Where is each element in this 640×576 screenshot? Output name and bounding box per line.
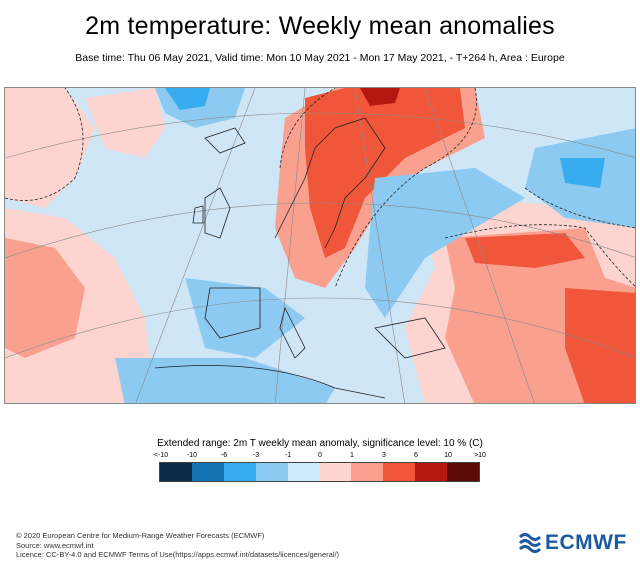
legend-tick: 10 — [444, 452, 452, 459]
graticule-line — [424, 88, 535, 403]
coastline-britain — [204, 187, 231, 239]
ecmwf-logo: ECMWF — [517, 531, 627, 555]
map-coastlines — [154, 117, 446, 399]
legend-tick: 3 — [382, 452, 386, 459]
legend-color-swatch — [383, 463, 416, 481]
legend-color-swatch — [319, 463, 352, 481]
coastline-black-sea — [374, 317, 446, 359]
graticule-line — [354, 88, 405, 403]
graticule-line — [5, 112, 635, 159]
legend-tick: <-10 — [153, 452, 169, 459]
anomaly-area-siberia-colder — [560, 158, 605, 188]
legend-ticks: <-10 -10 -6 -3 -1 0 1 3 6 10 >10 — [150, 452, 490, 462]
source-text: Source: www.ecmwf.int — [16, 540, 94, 550]
graticule-line — [135, 88, 256, 403]
legend-color-swatch — [255, 463, 288, 481]
legend-color-swatch — [415, 463, 448, 481]
anomaly-area-eastern-europe-cold — [365, 168, 525, 318]
copyright-text: © 2020 European Centre for Medium-Range … — [16, 531, 265, 540]
coastline-italy — [279, 306, 306, 359]
legend-color-swatch — [447, 463, 480, 481]
legend-tick: 6 — [414, 452, 418, 459]
significance-contour — [5, 88, 84, 201]
ecmwf-logo-text: ECMWF — [545, 531, 627, 554]
anomaly-area-iceland-colder — [165, 88, 210, 110]
legend-tick: -3 — [252, 452, 260, 459]
legend-color-swatch — [287, 463, 320, 481]
coastline-iceland — [204, 127, 246, 154]
legend-color-swatch — [223, 463, 256, 481]
anomaly-area-mediterranean-cold — [185, 278, 305, 358]
legend-title: Extended range: 2m T weekly mean anomaly… — [157, 438, 483, 449]
significance-contour — [444, 224, 635, 287]
legend-tick: -1 — [284, 452, 292, 459]
anomaly-area-atlantic-warm — [5, 238, 85, 358]
map-graticule — [5, 88, 635, 403]
legend-tick: >10 — [474, 452, 486, 459]
map-subtitle: Base time: Thu 06 May 2021, Valid time: … — [75, 52, 565, 64]
coastline-scandinavia — [274, 117, 386, 249]
anomaly-area-greenland-sea — [85, 88, 165, 158]
anomaly-area-north-africa-cold — [115, 358, 335, 403]
coastline-ireland — [192, 205, 204, 224]
anomaly-area-arctic-extreme — [360, 88, 400, 106]
anomaly-area-atlantic-north — [5, 88, 95, 208]
legend-tick: -10 — [186, 452, 198, 459]
legend-tick: -6 — [220, 452, 228, 459]
legend-tick: 1 — [350, 452, 354, 459]
licence-text: Licence: CC-BY-4.0 and ECMWF Terms of Us… — [16, 550, 340, 559]
anomaly-area-arabia-hot — [565, 288, 635, 403]
ecmwf-logo-icon — [518, 533, 541, 553]
coastline-iberia — [204, 287, 261, 339]
anomaly-map-svg — [5, 88, 635, 403]
legend-tick: 0 — [318, 452, 322, 459]
coastline-north-africa — [154, 365, 386, 399]
map-title: 2m temperature: Weekly mean anomalies — [85, 12, 555, 40]
significance-contour — [524, 187, 635, 229]
graticule-line — [274, 88, 306, 403]
significance-contour — [279, 88, 477, 289]
anomaly-area-caspian-hot — [465, 233, 585, 268]
anomaly-area-scandinavia-hot — [305, 88, 465, 258]
legend-colorbar — [159, 462, 480, 482]
significance-contours — [5, 88, 635, 289]
legend-color-swatch — [351, 463, 384, 481]
legend-color-swatch — [191, 463, 224, 481]
graticule-line — [5, 297, 635, 359]
anomaly-map — [4, 87, 636, 404]
graticule-line — [5, 202, 635, 259]
footer: © 2020 European Centre for Medium-Range … — [16, 531, 339, 560]
legend-color-swatch — [160, 463, 192, 481]
